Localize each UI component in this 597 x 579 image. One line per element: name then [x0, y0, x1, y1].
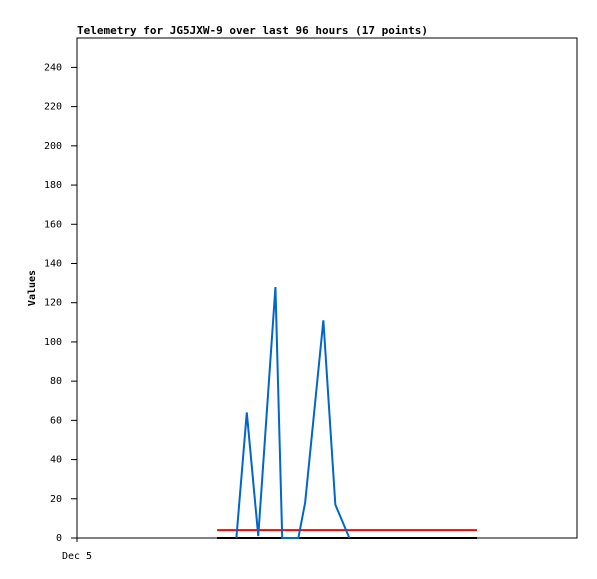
series-line: [235, 286, 351, 539]
y-tick-label: 120: [44, 298, 62, 309]
y-tick-label: 180: [44, 180, 62, 191]
y-axis-label: Values: [27, 270, 38, 306]
chart-title: Telemetry for JG5JXW-9 over last 96 hour…: [77, 24, 428, 37]
y-tick-label: 200: [44, 141, 62, 152]
y-tick-label: 100: [44, 337, 62, 348]
y-tick-label: 220: [44, 102, 62, 113]
y-tick-label: 80: [50, 376, 62, 387]
y-tick-label: 40: [50, 455, 62, 466]
y-tick-label: 240: [44, 62, 62, 73]
y-tick-label: 60: [50, 415, 62, 426]
y-tick-label: 20: [50, 494, 62, 505]
y-tick-label: 160: [44, 219, 62, 230]
x-tick-label: Dec 5: [62, 551, 92, 562]
y-tick-label: 0: [56, 533, 62, 544]
y-tick-label: 140: [44, 258, 62, 269]
